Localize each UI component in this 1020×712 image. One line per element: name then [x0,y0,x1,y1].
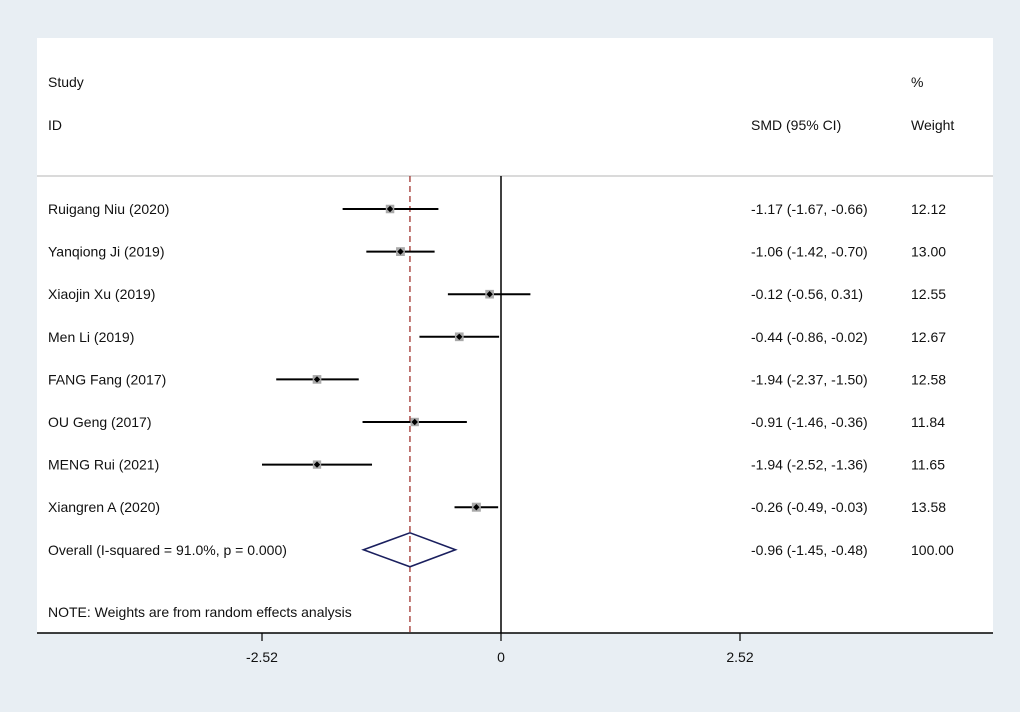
point-estimate-marker [411,418,418,426]
ci-text: -1.94 (-2.37, -1.50) [751,371,868,387]
effect-header: SMD (95% CI) [751,117,841,133]
weight-text: 11.65 [911,457,945,473]
study-rows: Ruigang Niu (2020) -1.17 (-1.67, -0.66) 12… [48,176,954,633]
id-header: ID [48,117,62,133]
study-row: Ruigang Niu (2020) -1.17 (-1.67, -0.66) 12… [48,201,946,217]
weight-text: 12.67 [911,329,946,345]
study-row: Xiaojin Xu (2019) -0.12 (-0.56, 0.31) 12.5… [48,286,946,302]
ci-text: -1.06 (-1.42, -0.70) [751,244,868,260]
weight-text: 11.84 [911,414,945,430]
study-label: Xiangren A (2020) [48,499,160,515]
study-label: Men Li (2019) [48,329,134,345]
study-label: FANG Fang (2017) [48,371,166,387]
study-row: FANG Fang (2017) -1.94 (-2.37, -1.50) 12.5… [48,371,946,387]
weight-text: 13.58 [911,499,946,515]
point-estimate-marker [386,205,394,213]
study-label: Xiaojin Xu (2019) [48,286,155,302]
footnote: NOTE: Weights are from random effects an… [48,604,352,620]
x-axis: -2.52 0 2.52 [37,632,993,665]
ci-text: -0.12 (-0.56, 0.31) [751,286,863,302]
ci-text: -1.94 (-2.52, -1.36) [751,457,868,473]
overall-weight-text: 100.00 [911,542,954,558]
study-row: Men Li (2019) -0.44 (-0.86, -0.02) 12.67 [48,329,946,345]
ci-text: -1.17 (-1.67, -0.66) [751,201,868,217]
study-label: MENG Rui (2021) [48,457,159,473]
point-estimate-marker [397,248,404,255]
point-estimate-marker [486,291,493,298]
overall-row: Overall (I-squared = 91.0%, p = 0.000) -0… [48,531,954,568]
x-tick-label: -2.52 [246,649,278,665]
study-label: OU Geng (2017) [48,414,152,430]
ci-text: -0.44 (-0.86, -0.02) [751,329,868,345]
percent-header: % [911,74,923,90]
ci-text: -0.91 (-1.46, -0.36) [751,414,868,430]
point-estimate-marker [456,333,463,340]
overall-ci-text: -0.96 (-1.45, -0.48) [751,542,868,558]
overall-diamond [361,531,458,568]
weight-text: 12.55 [911,286,946,302]
study-row: MENG Rui (2021) -1.94 (-2.52, -1.36) 11.65 [48,457,945,473]
study-row: OU Geng (2017) -0.91 (-1.46, -0.36) 11.84 [48,414,945,430]
x-tick-label: 2.52 [726,649,753,665]
study-row: Xiangren A (2020) -0.26 (-0.49, -0.03) 13.… [48,499,946,515]
study-header: Study [48,74,84,90]
weight-text: 13.00 [911,244,946,260]
point-estimate-marker [313,461,321,468]
point-estimate-marker [473,504,480,511]
overall-label: Overall (I-squared = 91.0%, p = 0.000) [48,542,287,558]
x-tick-label: 0 [497,649,505,665]
weight-text: 12.12 [911,201,946,217]
ci-text: -0.26 (-0.49, -0.03) [751,499,868,515]
study-row: Yanqiong Ji (2019) -1.06 (-1.42, -0.70) 13… [48,244,946,260]
plot-panel [37,38,993,633]
point-estimate-marker [313,376,321,383]
study-label: Yanqiong Ji (2019) [48,244,164,260]
weight-text: 12.58 [911,371,946,387]
study-label: Ruigang Niu (2020) [48,201,169,217]
weight-header: Weight [911,117,954,133]
